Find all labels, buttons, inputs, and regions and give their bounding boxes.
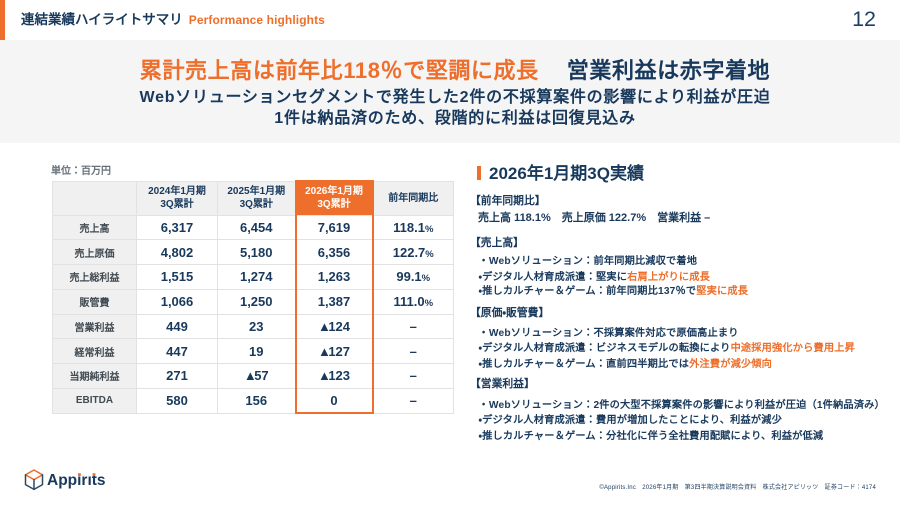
svg-text:Appırıts: Appırıts [47, 472, 106, 489]
